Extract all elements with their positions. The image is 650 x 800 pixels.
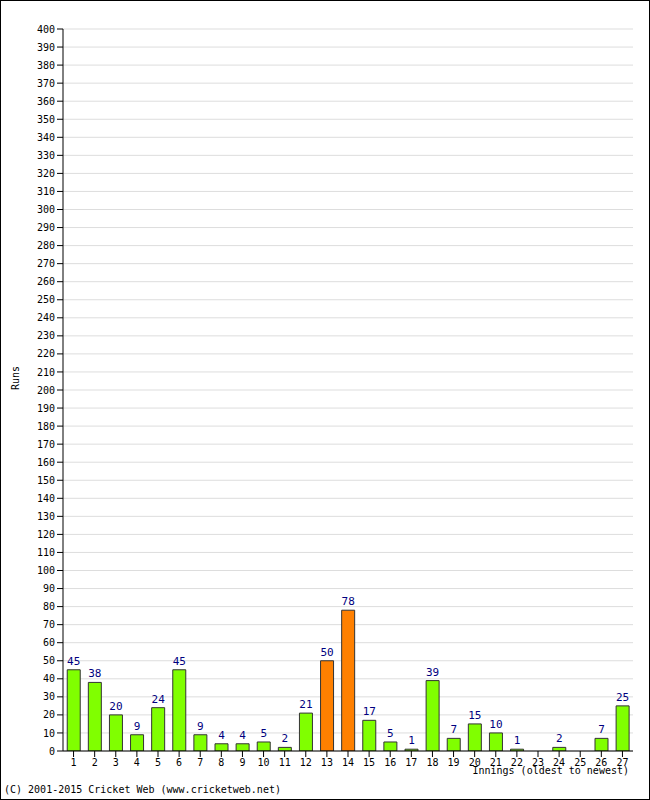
svg-text:260: 260 (37, 276, 55, 287)
svg-text:7: 7 (450, 723, 457, 736)
svg-text:15: 15 (468, 709, 481, 722)
svg-text:210: 210 (37, 367, 55, 378)
svg-text:20: 20 (43, 709, 55, 720)
svg-text:390: 390 (37, 42, 55, 53)
svg-text:25: 25 (616, 691, 629, 704)
svg-text:130: 130 (37, 511, 55, 522)
svg-text:360: 360 (37, 96, 55, 107)
svg-text:11: 11 (279, 757, 291, 768)
svg-text:70: 70 (43, 619, 55, 630)
svg-text:10: 10 (258, 757, 270, 768)
svg-text:9: 9 (239, 757, 245, 768)
svg-text:330: 330 (37, 150, 55, 161)
svg-text:240: 240 (37, 312, 55, 323)
svg-text:17: 17 (405, 757, 417, 768)
svg-text:18: 18 (426, 757, 438, 768)
svg-text:45: 45 (173, 655, 186, 668)
svg-text:100: 100 (37, 565, 55, 576)
svg-text:21: 21 (299, 698, 312, 711)
svg-text:5: 5 (155, 757, 161, 768)
svg-text:270: 270 (37, 258, 55, 269)
svg-text:1: 1 (71, 757, 77, 768)
svg-text:30: 30 (43, 691, 55, 702)
svg-text:120: 120 (37, 529, 55, 540)
svg-text:4: 4 (239, 729, 246, 742)
svg-text:6: 6 (176, 757, 182, 768)
svg-text:50: 50 (320, 646, 333, 659)
svg-text:60: 60 (43, 637, 55, 648)
svg-text:220: 220 (37, 348, 55, 359)
svg-text:5: 5 (260, 727, 267, 740)
svg-text:12: 12 (300, 757, 312, 768)
svg-text:4: 4 (218, 729, 225, 742)
svg-text:8: 8 (218, 757, 224, 768)
svg-text:370: 370 (37, 78, 55, 89)
svg-text:16: 16 (384, 757, 396, 768)
svg-text:5: 5 (387, 727, 394, 740)
svg-text:1: 1 (408, 734, 415, 747)
svg-text:38: 38 (88, 667, 101, 680)
svg-text:80: 80 (43, 601, 55, 612)
svg-text:2: 2 (556, 732, 563, 745)
svg-text:290: 290 (37, 222, 55, 233)
svg-text:9: 9 (134, 720, 141, 733)
svg-text:400: 400 (37, 24, 55, 35)
svg-text:45: 45 (67, 655, 80, 668)
svg-text:2: 2 (282, 732, 289, 745)
svg-text:150: 150 (37, 475, 55, 486)
svg-text:14: 14 (342, 757, 354, 768)
svg-text:10: 10 (489, 718, 502, 731)
svg-text:3: 3 (113, 757, 119, 768)
svg-text:90: 90 (43, 583, 55, 594)
svg-text:310: 310 (37, 186, 55, 197)
svg-text:0: 0 (49, 746, 55, 757)
svg-text:7: 7 (598, 723, 605, 736)
svg-text:280: 280 (37, 240, 55, 251)
svg-text:78: 78 (342, 595, 355, 608)
svg-text:19: 19 (448, 757, 460, 768)
svg-text:320: 320 (37, 168, 55, 179)
svg-text:15: 15 (363, 757, 375, 768)
svg-text:2: 2 (92, 757, 98, 768)
svg-text:9: 9 (197, 720, 204, 733)
svg-text:10: 10 (43, 728, 55, 739)
svg-text:380: 380 (37, 60, 55, 71)
svg-text:170: 170 (37, 439, 55, 450)
svg-text:24: 24 (152, 693, 166, 706)
svg-text:39: 39 (426, 666, 439, 679)
svg-text:160: 160 (37, 457, 55, 468)
svg-text:180: 180 (37, 421, 55, 432)
svg-text:110: 110 (37, 547, 55, 558)
svg-text:1: 1 (514, 734, 521, 747)
svg-text:190: 190 (37, 403, 55, 414)
svg-text:7: 7 (197, 757, 203, 768)
svg-text:340: 340 (37, 132, 55, 143)
svg-text:40: 40 (43, 673, 55, 684)
svg-text:350: 350 (37, 114, 55, 125)
svg-text:200: 200 (37, 385, 55, 396)
svg-text:20: 20 (109, 700, 122, 713)
svg-text:Runs: Runs (10, 366, 21, 390)
svg-text:140: 140 (37, 493, 55, 504)
svg-text:50: 50 (43, 655, 55, 666)
svg-text:4: 4 (134, 757, 140, 768)
svg-text:17: 17 (363, 705, 376, 718)
svg-text:250: 250 (37, 294, 55, 305)
svg-text:230: 230 (37, 330, 55, 341)
svg-text:300: 300 (37, 204, 55, 215)
svg-text:13: 13 (321, 757, 333, 768)
